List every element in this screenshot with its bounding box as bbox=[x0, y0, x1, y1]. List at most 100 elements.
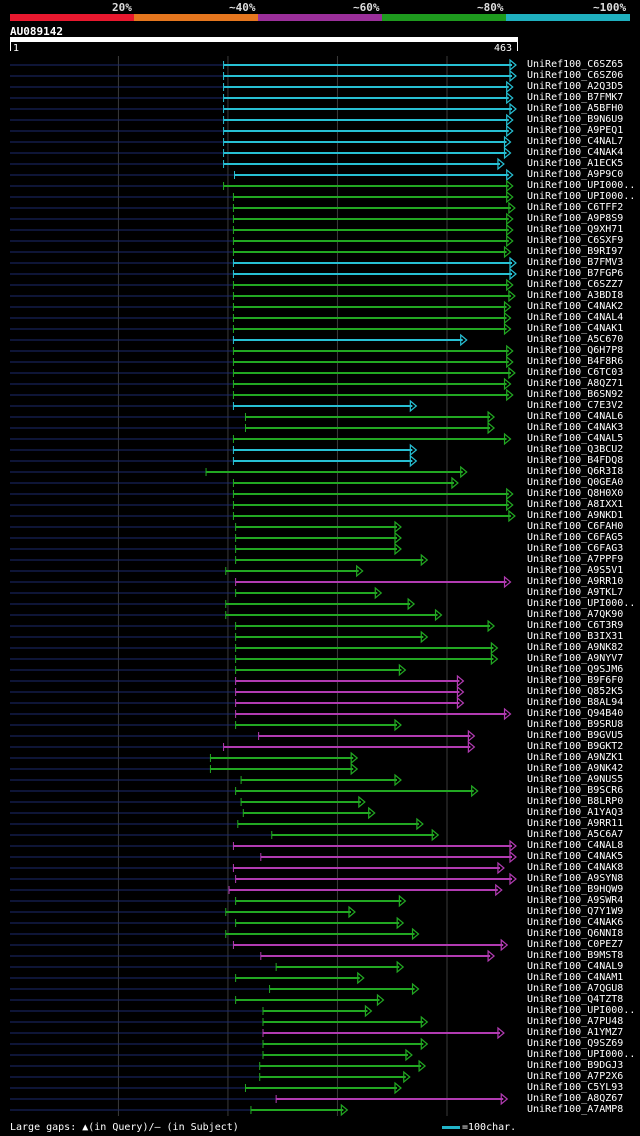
hit-arrow bbox=[471, 784, 479, 798]
hit-label[interactable]: UniRef100_B9SCR6 bbox=[527, 785, 624, 796]
hit-label[interactable]: UniRef100_B9RI97 bbox=[527, 246, 624, 257]
hit-label[interactable]: UniRef100_C4NAL4 bbox=[527, 312, 624, 323]
hit-label[interactable]: UniRef100_A9P9C0 bbox=[527, 169, 624, 180]
hit-label[interactable]: UniRef100_C4NAK4 bbox=[527, 147, 624, 158]
hit-label[interactable]: UniRef100_C0PEZ7 bbox=[527, 939, 624, 950]
hit-label[interactable]: UniRef100_B9HQW9 bbox=[527, 884, 624, 895]
hit-label[interactable]: UniRef100_B7FMK7 bbox=[527, 92, 624, 103]
hit-label[interactable]: UniRef100_C6T3R9 bbox=[527, 620, 624, 631]
hit-label[interactable]: UniRef100_C4NAK8 bbox=[527, 862, 624, 873]
hit-label[interactable]: UniRef100_A8IXX1 bbox=[527, 499, 624, 510]
hit-label[interactable]: UniRef100_C6TC03 bbox=[527, 367, 624, 378]
hit-label[interactable]: UniRef100_A9TKL7 bbox=[527, 587, 624, 598]
hit-label[interactable]: UniRef100_A9NK42 bbox=[527, 763, 624, 774]
hit-label[interactable]: UniRef100_Q9SZ69 bbox=[527, 1038, 624, 1049]
hit-label[interactable]: UniRef100_A9NKD1 bbox=[527, 510, 624, 521]
hit-label[interactable]: UniRef100_A7PU48 bbox=[527, 1016, 624, 1027]
hit-label[interactable]: UniRef100_A1ECK5 bbox=[527, 158, 624, 169]
hit-label[interactable]: UniRef100_B3IX31 bbox=[527, 631, 624, 642]
hit-label[interactable]: UniRef100_Q4TZT8 bbox=[527, 994, 624, 1005]
hit-arrow bbox=[506, 355, 514, 369]
hit-label[interactable]: UniRef100_A7QGU8 bbox=[527, 983, 624, 994]
hit-label[interactable]: UniRef100_B8AL94 bbox=[527, 697, 624, 708]
hit-label[interactable]: UniRef100_A2Q3D5 bbox=[527, 81, 624, 92]
hit-label[interactable]: UniRef100_A9NK82 bbox=[527, 642, 624, 653]
hit-label[interactable]: UniRef100_B4FDQ8 bbox=[527, 455, 624, 466]
hit-label[interactable]: UniRef100_A9NZK1 bbox=[527, 752, 624, 763]
hit-label[interactable]: UniRef100_A7P2X6 bbox=[527, 1071, 624, 1082]
hit-label[interactable]: UniRef100_C6SXF9 bbox=[527, 235, 624, 246]
hit-label[interactable]: UniRef100_A5C6A7 bbox=[527, 829, 624, 840]
hit-label[interactable]: UniRef100_A7AMP8 bbox=[527, 1104, 624, 1115]
hit-label[interactable]: UniRef100_A5C670 bbox=[527, 334, 624, 345]
hit-label[interactable]: UniRef100_C6FAG3 bbox=[527, 543, 624, 554]
hit-label[interactable]: UniRef100_C5YL93 bbox=[527, 1082, 624, 1093]
hit-label[interactable]: UniRef100_A7QK90 bbox=[527, 609, 624, 620]
hit-label[interactable]: UniRef100_Q8H0X0 bbox=[527, 488, 624, 499]
hit-arrow bbox=[503, 377, 512, 391]
hit-label[interactable]: UniRef100_A9SWR4 bbox=[527, 895, 624, 906]
hit-label[interactable]: UniRef100_UPI000.. bbox=[527, 1049, 636, 1060]
hit-label[interactable]: UniRef100_C6SZ06 bbox=[527, 70, 624, 81]
hit-label[interactable]: UniRef100_UPI000.. bbox=[527, 598, 636, 609]
hit-label[interactable]: UniRef100_A7PPF9 bbox=[527, 554, 624, 565]
hit-label[interactable]: UniRef100_C4NAM1 bbox=[527, 972, 624, 983]
hit-label[interactable]: UniRef100_A9SYN8 bbox=[527, 873, 624, 884]
hit-label[interactable]: UniRef100_A8QZ71 bbox=[527, 378, 624, 389]
hit-label[interactable]: UniRef100_B8LRP0 bbox=[527, 796, 624, 807]
hit-label[interactable]: UniRef100_A1YAQ3 bbox=[527, 807, 624, 818]
hit-label[interactable]: UniRef100_C4NAK5 bbox=[527, 851, 624, 862]
hit-label[interactable]: UniRef100_B9N6U9 bbox=[527, 114, 624, 125]
hit-label[interactable]: UniRef100_Q6NNI8 bbox=[527, 928, 624, 939]
hit-label[interactable]: UniRef100_B9SRU8 bbox=[527, 719, 624, 730]
hit-label[interactable]: UniRef100_B9DGJ3 bbox=[527, 1060, 624, 1071]
hit-label[interactable]: UniRef100_Q0GEA0 bbox=[527, 477, 624, 488]
hit-label[interactable]: UniRef100_UPI000.. bbox=[527, 1005, 636, 1016]
hit-label[interactable]: UniRef100_C7E3V2 bbox=[527, 400, 624, 411]
hit-label[interactable]: UniRef100_C6SZ65 bbox=[527, 59, 624, 70]
hit-label[interactable]: UniRef100_Q9XH71 bbox=[527, 224, 624, 235]
hit-label[interactable]: UniRef100_B7FMV3 bbox=[527, 257, 624, 268]
hit-label[interactable]: UniRef100_B9GKT2 bbox=[527, 741, 624, 752]
hit-label[interactable]: UniRef100_C6FAH0 bbox=[527, 521, 624, 532]
hit-label[interactable]: UniRef100_A5BFH0 bbox=[527, 103, 624, 114]
hit-label[interactable]: UniRef100_Q6R3I8 bbox=[527, 466, 624, 477]
hit-label[interactable]: UniRef100_Q3BCU2 bbox=[527, 444, 624, 455]
hit-label[interactable]: UniRef100_B9MST8 bbox=[527, 950, 624, 961]
hit-label[interactable]: UniRef100_UPI000.. bbox=[527, 180, 636, 191]
hit-label[interactable]: UniRef100_B9GVU5 bbox=[527, 730, 624, 741]
hit-label[interactable]: UniRef100_C6TFF2 bbox=[527, 202, 624, 213]
hit-label[interactable]: UniRef100_C6SZZ7 bbox=[527, 279, 624, 290]
hit-label[interactable]: UniRef100_C6FAG5 bbox=[527, 532, 624, 543]
hit-label[interactable]: UniRef100_C4NAL8 bbox=[527, 840, 624, 851]
hit-label[interactable]: UniRef100_UPI000.. bbox=[527, 191, 636, 202]
hit-label[interactable]: UniRef100_A9NYV7 bbox=[527, 653, 624, 664]
hit-label[interactable]: UniRef100_Q94B40 bbox=[527, 708, 624, 719]
hit-label[interactable]: UniRef100_Q6H7P8 bbox=[527, 345, 624, 356]
hit-label[interactable]: UniRef100_A9PEQ1 bbox=[527, 125, 624, 136]
hit-label[interactable]: UniRef100_B7FGP6 bbox=[527, 268, 624, 279]
hit-label[interactable]: UniRef100_A8QZ67 bbox=[527, 1093, 624, 1104]
hit-label[interactable]: UniRef100_Q9SJM6 bbox=[527, 664, 624, 675]
hit-label[interactable]: UniRef100_C4NAL5 bbox=[527, 433, 624, 444]
hit-label[interactable]: UniRef100_C4NAK1 bbox=[527, 323, 624, 334]
query-start: 1 bbox=[13, 43, 20, 54]
hit-label[interactable]: UniRef100_A1YMZ7 bbox=[527, 1027, 624, 1038]
hit-label[interactable]: UniRef100_C4NAL6 bbox=[527, 411, 624, 422]
hit-label[interactable]: UniRef100_A9P8S9 bbox=[527, 213, 624, 224]
hit-label[interactable]: UniRef100_C4NAL9 bbox=[527, 961, 624, 972]
hit-label[interactable]: UniRef100_C4NAK2 bbox=[527, 301, 624, 312]
hit-label[interactable]: UniRef100_A9NUS5 bbox=[527, 774, 624, 785]
hit-label[interactable]: UniRef100_Q852K5 bbox=[527, 686, 624, 697]
hit-label[interactable]: UniRef100_A9RR10 bbox=[527, 576, 624, 587]
hit-label[interactable]: UniRef100_A3BDI8 bbox=[527, 290, 624, 301]
hit-label[interactable]: UniRef100_C4NAK3 bbox=[527, 422, 624, 433]
hit-label[interactable]: UniRef100_B6SN92 bbox=[527, 389, 624, 400]
hit-label[interactable]: UniRef100_B4F8R6 bbox=[527, 356, 624, 367]
hit-label[interactable]: UniRef100_Q7Y1W9 bbox=[527, 906, 624, 917]
hit-label[interactable]: UniRef100_C4NAK6 bbox=[527, 917, 624, 928]
hit-label[interactable]: UniRef100_A9RR11 bbox=[527, 818, 624, 829]
hit-label[interactable]: UniRef100_C4NAL7 bbox=[527, 136, 624, 147]
hit-label[interactable]: UniRef100_B9F6F0 bbox=[527, 675, 624, 686]
hit-label[interactable]: UniRef100_A9S5V1 bbox=[527, 565, 624, 576]
